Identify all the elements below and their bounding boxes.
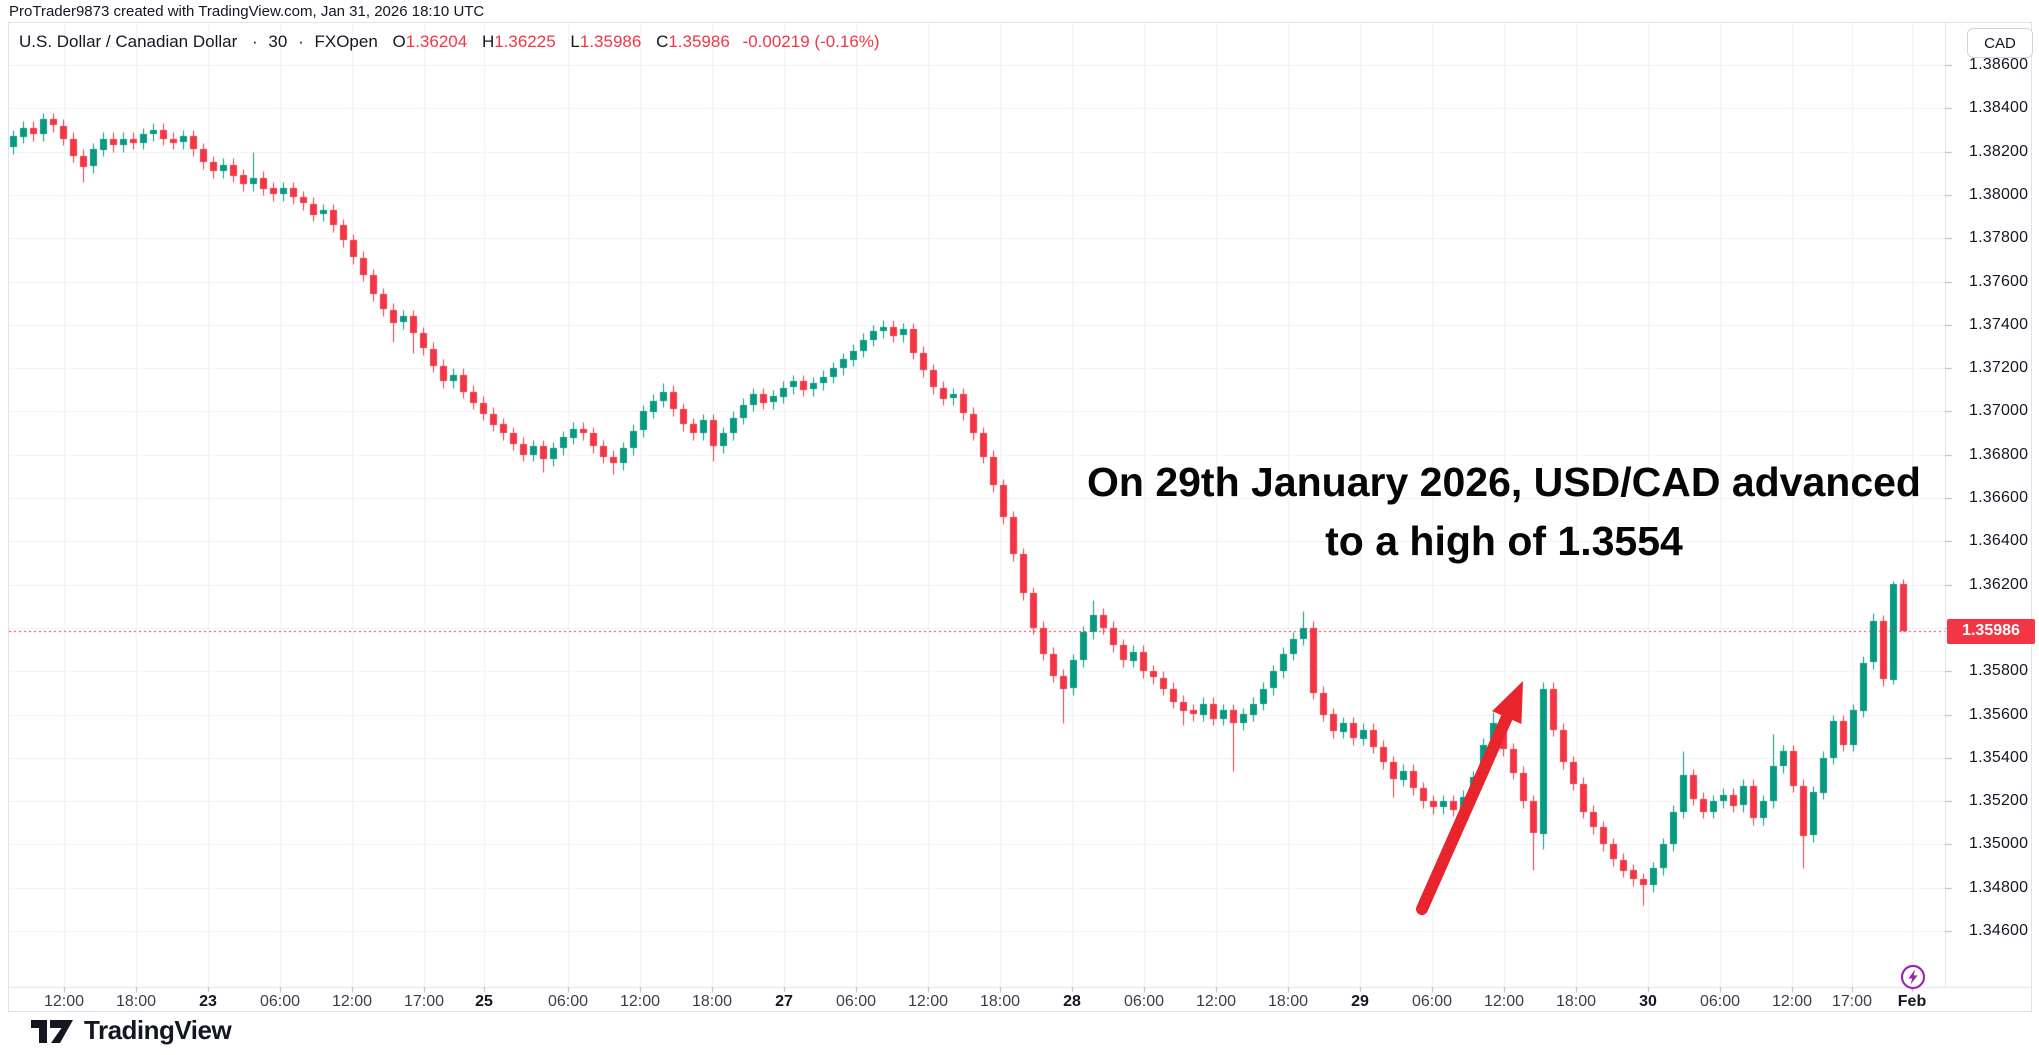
price-axis-label: 1.36200 — [1969, 575, 2029, 593]
time-axis-label: 18:00 — [979, 993, 1021, 1010]
time-axis-label: 06:00 — [259, 993, 301, 1010]
time-axis-label: 12:00 — [1195, 993, 1237, 1010]
close-label: C — [656, 32, 669, 51]
time-axis-label: 12:00 — [1771, 993, 1813, 1010]
price-axis-label: 1.34800 — [1969, 878, 2029, 896]
price-axis-label: 1.35600 — [1969, 705, 2029, 723]
time-axis-label: 12:00 — [1483, 993, 1525, 1010]
tradingview-wordmark[interactable]: TradingView — [84, 1014, 232, 1045]
time-axis-label: 18:00 — [115, 993, 157, 1010]
symbol-title[interactable]: U.S. Dollar / Canadian Dollar — [19, 32, 238, 51]
low-value: 1.35986 — [579, 32, 642, 51]
time-axis-label: 17:00 — [403, 993, 445, 1010]
price-axis-label: 1.37600 — [1969, 272, 2029, 290]
annotation-callout: On 29th January 2026, USD/CAD advanced t… — [1039, 453, 1969, 571]
tradingview-logo-icon[interactable] — [30, 1012, 74, 1048]
chart-panel: U.S. Dollar / Canadian Dollar · 30 · FXO… — [8, 22, 2035, 1012]
high-value: 1.36225 — [494, 32, 556, 51]
price-axis-label: 1.38600 — [1969, 56, 2029, 73]
currency-badge-label: CAD — [1984, 34, 2016, 52]
time-axis-label: 06:00 — [1411, 993, 1453, 1010]
annotation-line1: On 29th January 2026, USD/CAD advanced — [1087, 459, 1921, 505]
price-axis-label: 1.37400 — [1969, 315, 2029, 333]
symbol-header: U.S. Dollar / Canadian Dollar · 30 · FXO… — [19, 32, 880, 52]
header-separator: · — [252, 32, 258, 51]
low-label: L — [570, 32, 580, 51]
time-axis-label: 18:00 — [1267, 993, 1309, 1010]
price-axis-label: 1.36800 — [1969, 445, 2029, 463]
time-axis-label: 12:00 — [619, 993, 661, 1010]
time-axis-label: 06:00 — [1699, 993, 1741, 1010]
time-axis-label: 06:00 — [547, 993, 589, 1010]
open-label: O — [392, 32, 406, 51]
price-axis-label: 1.38200 — [1969, 142, 2029, 160]
close-value: 1.35986 — [668, 32, 730, 51]
open-value: 1.36204 — [405, 32, 468, 51]
high-label: H — [481, 32, 495, 51]
price-axis-label: 1.38000 — [1969, 185, 2029, 203]
interval-label[interactable]: 30 — [268, 32, 288, 51]
price-axis-label: 1.36600 — [1969, 489, 2029, 506]
time-axis-label-day: 30 — [1639, 993, 1657, 1010]
current-price-badge: 1.35986 — [1947, 618, 2035, 644]
price-axis-label: 1.35200 — [1969, 792, 2029, 810]
time-axis-label: 17:00 — [1831, 993, 1873, 1010]
price-axis-label: 1.37200 — [1969, 359, 2029, 377]
time-axis-label: 18:00 — [691, 993, 733, 1010]
footer: TradingView — [30, 1012, 232, 1048]
time-axis-label: 06:00 — [1123, 993, 1165, 1010]
time-axis-label-day: 27 — [775, 993, 793, 1010]
time-axis-label: 12:00 — [331, 993, 373, 1010]
attribution-text: ProTrader9873 created with TradingView.c… — [9, 3, 485, 20]
price-axis-label: 1.35800 — [1969, 662, 2029, 680]
currency-badge[interactable]: CAD — [1967, 28, 2033, 58]
change-value: -0.00219 (-0.16%) — [742, 32, 880, 51]
price-axis-label: 1.36400 — [1969, 532, 2029, 550]
time-axis-label: 12:00 — [43, 993, 85, 1010]
price-axis-label: 1.34600 — [1969, 922, 2029, 939]
market-status-icon[interactable] — [1900, 964, 1926, 990]
lightning-bolt-icon — [1908, 969, 1918, 985]
price-axis-label: 1.37800 — [1969, 229, 2029, 247]
annotation-line2: to a high of 1.3554 — [1325, 518, 1683, 564]
time-axis-label-day: 25 — [475, 993, 493, 1010]
header-separator2: · — [298, 32, 304, 51]
price-chart-canvas[interactable] — [9, 23, 2031, 1011]
time-axis-label: 12:00 — [907, 993, 949, 1010]
price-axis-label: 1.37000 — [1969, 402, 2029, 420]
time-axis-label: 18:00 — [1555, 993, 1597, 1010]
time-axis-label-day: 28 — [1063, 993, 1081, 1010]
price-axis-label: 1.38400 — [1969, 99, 2029, 117]
time-axis-label: 06:00 — [835, 993, 877, 1010]
price-axis-label: 1.35400 — [1969, 748, 2029, 766]
time-axis-label-day: 29 — [1351, 993, 1369, 1010]
exchange-label[interactable]: FXOpen — [314, 32, 378, 51]
time-axis-label-day: Feb — [1897, 993, 1927, 1010]
current-price-value: 1.35986 — [1962, 622, 2020, 640]
price-axis-label: 1.35000 — [1969, 835, 2029, 853]
time-axis-label-day: 23 — [199, 993, 217, 1010]
